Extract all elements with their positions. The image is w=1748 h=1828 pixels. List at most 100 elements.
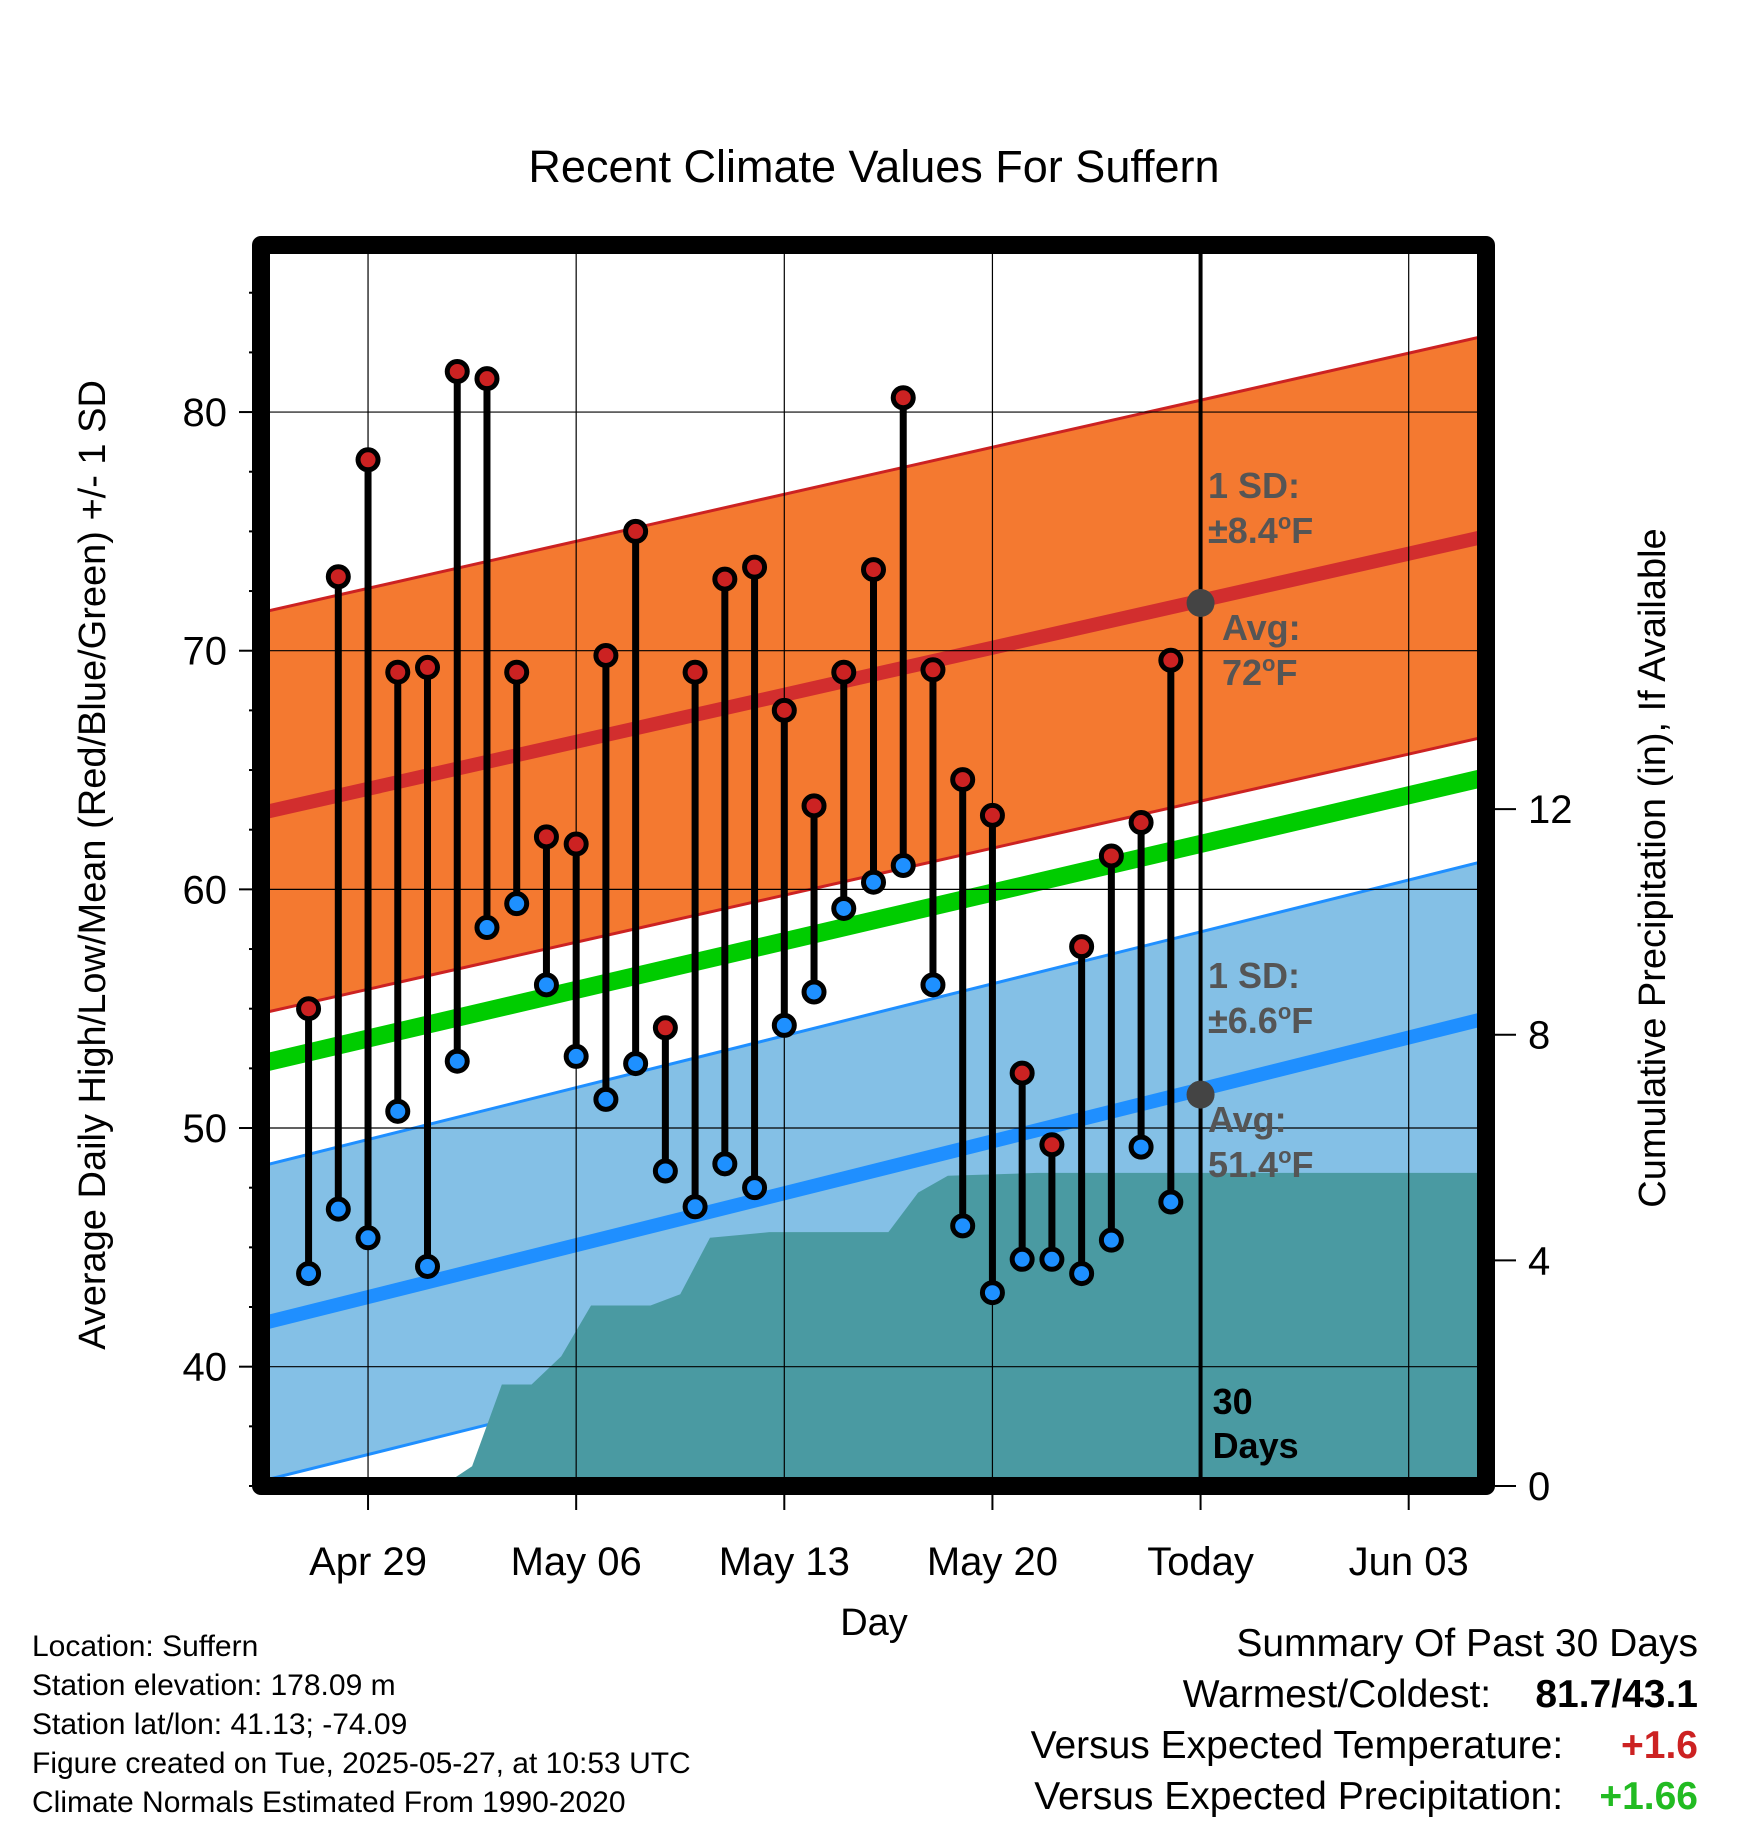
low-point	[325, 1196, 351, 1222]
day-bar	[920, 657, 946, 998]
precip-value: +1.66	[1599, 1775, 1698, 1818]
day-bar	[861, 557, 886, 895]
low-point	[652, 1158, 678, 1184]
low-sd-label-number: ±6.6	[1208, 1000, 1278, 1041]
summary-heading: Summary Of Past 30 Days	[1236, 1622, 1698, 1665]
normal-low-line	[261, 1011, 1486, 1331]
x-tick-label: Today	[1147, 1540, 1254, 1584]
high-sd-label-number: ±8.4	[1208, 510, 1278, 551]
day-bar	[325, 564, 351, 1222]
summary-temperature: Versus Expected Temperature: +1.6	[1031, 1724, 1698, 1768]
high-point	[355, 447, 381, 473]
low-point	[801, 979, 827, 1005]
high-point	[742, 554, 768, 580]
low-point	[950, 1213, 976, 1239]
high-avg-label-value: 72oF	[1222, 651, 1298, 693]
y2-tick-label: 4	[1528, 1239, 1550, 1283]
low-point	[1009, 1246, 1035, 1272]
temp-label: Versus Expected Temperature:	[1030, 1724, 1564, 1767]
latlon-text: Station lat/lon: 41.13; -74.09	[32, 1708, 408, 1741]
high-point	[1128, 810, 1154, 836]
x-axis-label: Day	[840, 1602, 908, 1644]
low-point	[861, 869, 886, 895]
low-point	[623, 1051, 649, 1077]
high-point	[861, 557, 886, 583]
y-axis-label: Average Daily High/Low/Mean (Red/Blue/Gr…	[72, 380, 114, 1350]
y-tick-label: 60	[183, 868, 228, 912]
high-point	[623, 518, 649, 544]
low-point	[474, 915, 500, 941]
day-bar	[1158, 647, 1184, 1215]
day-bar	[682, 659, 708, 1220]
warmest-label: Warmest/Coldest:	[1182, 1673, 1492, 1716]
high-point	[712, 566, 738, 592]
high-avg-label-title: Avg:	[1222, 607, 1301, 648]
low-avg-label-number: 51.4	[1208, 1144, 1278, 1185]
day-bar	[385, 659, 411, 1124]
day-bar	[563, 831, 589, 1069]
high-point	[950, 767, 976, 793]
high-avg-label-number: 72	[1222, 652, 1262, 693]
day-bar	[1009, 1060, 1035, 1272]
high-point	[593, 642, 619, 668]
low-avg-label-degree: o	[1278, 1143, 1291, 1168]
high-point	[831, 659, 857, 685]
low-point	[712, 1151, 738, 1177]
high-point	[444, 358, 470, 384]
precip-area	[442, 1172, 1486, 1486]
low-point	[1128, 1134, 1154, 1160]
high-sd-label-unit: F	[1291, 510, 1313, 551]
low-point	[831, 895, 857, 921]
normals-text: Climate Normals Estimated From 1990-2020	[32, 1786, 626, 1819]
day-bar	[950, 767, 976, 1239]
low-point	[1191, 0, 1211, 10]
high-point	[1039, 1132, 1065, 1158]
day-bar	[623, 518, 649, 1077]
high-point	[325, 564, 351, 590]
y2-tick-label: 8	[1528, 1014, 1550, 1058]
low-avg-label-title: Avg:	[1208, 1099, 1287, 1140]
day-bar	[801, 793, 827, 1005]
high-point	[474, 366, 500, 392]
day-bar	[742, 554, 768, 1201]
x-tick-label: Apr 29	[309, 1540, 427, 1584]
low-point	[920, 972, 946, 998]
x-tick-label: May 20	[927, 1540, 1058, 1584]
normal-high-band-upper-edge	[261, 334, 1486, 614]
y-tick-label: 80	[183, 391, 228, 435]
low-point	[1098, 1227, 1124, 1253]
high-point	[771, 697, 797, 723]
elevation-text: Station elevation: 178.09 m	[32, 1669, 396, 1702]
warmest-value: 81.7/43.1	[1535, 1673, 1698, 1716]
plot-frame	[252, 236, 1495, 1495]
day-bar	[979, 802, 1005, 1306]
precip-label: Versus Expected Precipitation:	[1034, 1775, 1564, 1818]
day-bar	[355, 447, 381, 1251]
y2-axis-label: Cumulative Precipitation (in), If Availa…	[1632, 528, 1674, 1207]
high-point	[890, 385, 916, 411]
high-point	[533, 824, 559, 850]
low-point	[1039, 1246, 1065, 1272]
low-sd-label-value: ±6.6oF	[1208, 999, 1313, 1041]
low-avg-label-value: 51.4oF	[1208, 1143, 1314, 1185]
low-point	[504, 891, 530, 917]
today-days-label-line2: Days	[1213, 1425, 1299, 1466]
today-high-avg-marker	[1186, 588, 1215, 617]
day-bar	[444, 358, 470, 1074]
x-tick-label: May 06	[511, 1540, 642, 1584]
x-tick-label: May 13	[719, 1540, 850, 1584]
day-bar	[533, 824, 559, 998]
normal-low-band-upper-edge	[261, 859, 1486, 1168]
today-low-avg-marker	[1186, 1080, 1215, 1109]
today-days-label-line1: 30	[1213, 1381, 1253, 1422]
high-point	[296, 996, 322, 1022]
day-bar	[593, 642, 619, 1112]
high-point	[682, 659, 708, 685]
high-point	[801, 793, 827, 819]
high-point	[385, 659, 411, 685]
high-point	[1069, 934, 1095, 960]
day-bar	[1128, 810, 1154, 1160]
low-point	[355, 1225, 381, 1251]
high-point	[920, 657, 946, 683]
